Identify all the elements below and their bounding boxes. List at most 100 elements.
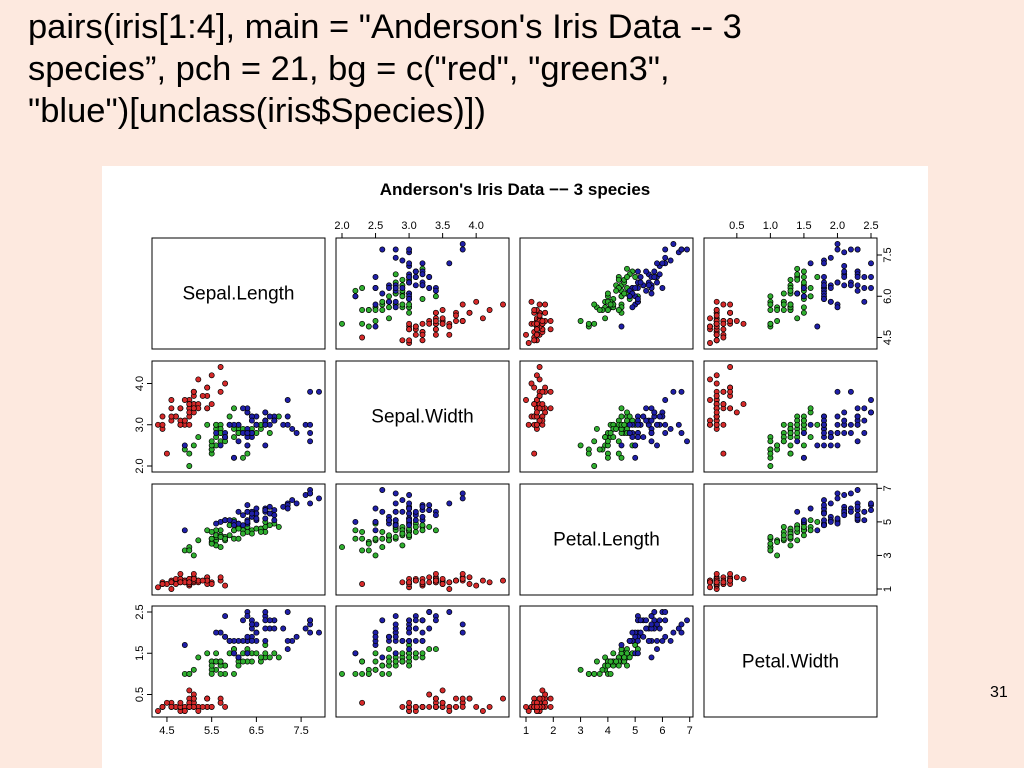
- point-s2-33: [392, 650, 399, 657]
- point-s0-23: [426, 691, 433, 698]
- point-s0-5: [466, 574, 473, 581]
- point-s0-35: [419, 320, 426, 327]
- point-s1-35: [432, 527, 439, 534]
- point-s2-9: [284, 397, 291, 403]
- point-s1-40: [208, 438, 215, 445]
- point-s1-37: [359, 528, 366, 535]
- point-s1-48: [577, 666, 584, 673]
- point-s2-31: [670, 629, 677, 636]
- point-s2-43: [266, 503, 273, 510]
- code-line-1: pairs(iris[1:4], main = "Anderson's Iris…: [28, 8, 742, 46]
- point-s0-33: [486, 307, 493, 313]
- point-s0-37: [446, 708, 453, 714]
- point-s2-42: [386, 298, 392, 305]
- point-s1-10: [339, 320, 345, 327]
- point-s2-46: [244, 633, 251, 640]
- point-s2-7: [399, 497, 406, 504]
- point-s0-48: [199, 392, 206, 399]
- point-s0-49: [533, 320, 540, 327]
- point-s1-3: [359, 535, 366, 542]
- point-s2-21: [213, 629, 220, 636]
- point-s1-39: [787, 442, 794, 449]
- panel-petal-width-vs-sepal-length: [151, 605, 326, 718]
- tick-label-left-sepal-width: 2.0: [134, 458, 146, 473]
- point-s0-40: [720, 401, 727, 408]
- point-s0-41: [531, 450, 538, 457]
- point-s1-25: [257, 654, 264, 661]
- point-s0-41: [720, 334, 727, 341]
- panel-sepal-width-vs-petal-length: [519, 360, 694, 473]
- point-s0-42: [419, 337, 426, 344]
- point-s1-31: [596, 307, 603, 313]
- panel-petal-length-vs-petal-width: [703, 483, 878, 596]
- point-s0-32: [479, 315, 486, 322]
- point-s1-9: [386, 315, 392, 322]
- point-s1-30: [599, 666, 606, 673]
- code-line-2: species”, pch = 21, bg = c("red", "green…: [28, 50, 670, 88]
- point-s2-47: [253, 629, 260, 636]
- point-s2-32: [648, 430, 655, 436]
- point-s0-8: [399, 579, 406, 586]
- point-s2-4: [654, 279, 660, 286]
- point-s0-39: [432, 318, 439, 324]
- point-s1-48: [774, 318, 781, 324]
- point-s2-47: [406, 629, 413, 636]
- point-s2-8: [821, 274, 827, 280]
- tick-label-right-petal-length: 7: [882, 485, 894, 491]
- point-s2-18: [307, 438, 314, 445]
- point-s1-45: [780, 532, 787, 539]
- point-s2-19: [352, 650, 359, 657]
- point-s2-5: [675, 625, 682, 632]
- point-s2-46: [632, 442, 639, 449]
- point-s2-25: [659, 260, 666, 267]
- point-s2-38: [626, 421, 633, 428]
- tick-label-right-petal-length: 3: [882, 552, 894, 558]
- point-s1-16: [800, 304, 807, 311]
- point-s2-30: [392, 500, 399, 507]
- point-s2-30: [293, 633, 300, 640]
- point-s0-22: [168, 586, 175, 592]
- point-s1-43: [585, 450, 592, 457]
- point-s0-46: [459, 318, 466, 324]
- point-s2-45: [854, 274, 861, 280]
- point-s0-19: [720, 388, 727, 395]
- point-s2-0: [244, 502, 251, 509]
- point-s0-41: [163, 699, 170, 706]
- point-s2-5: [406, 492, 413, 498]
- point-s1-40: [379, 307, 386, 313]
- point-s2-31: [316, 495, 322, 502]
- point-s2-11: [640, 434, 647, 441]
- point-s2-32: [847, 282, 854, 289]
- point-s2-44: [651, 274, 658, 280]
- point-s2-47: [834, 515, 841, 522]
- point-s1-49: [217, 658, 224, 665]
- point-s2-4: [253, 505, 260, 512]
- point-s2-14: [861, 517, 868, 524]
- panel-petal-length-vs-sepal-width: [335, 483, 510, 596]
- point-s2-17: [847, 490, 854, 497]
- point-s0-8: [399, 337, 406, 344]
- point-s2-21: [629, 629, 636, 636]
- point-s2-8: [654, 442, 660, 449]
- point-s2-35: [406, 500, 413, 507]
- point-s0-42: [159, 581, 166, 587]
- panel-petal-width-vs-petal-width: [703, 605, 878, 718]
- point-s2-48: [432, 287, 439, 294]
- point-s1-49: [217, 534, 224, 540]
- point-s2-44: [651, 609, 658, 615]
- point-s2-34: [648, 290, 655, 297]
- point-s2-33: [800, 430, 807, 436]
- point-s1-47: [399, 530, 406, 537]
- point-s2-37: [821, 282, 827, 289]
- point-s0-31: [727, 577, 734, 584]
- point-s1-31: [767, 307, 774, 313]
- tick-label-bottom-petal-length: 6: [659, 725, 665, 737]
- point-s0-36: [208, 703, 215, 710]
- point-s1-49: [392, 658, 399, 665]
- point-s1-9: [794, 537, 801, 544]
- point-s2-17: [459, 490, 466, 497]
- point-s2-31: [670, 388, 677, 395]
- point-s0-14: [473, 298, 480, 305]
- slide-code-text: pairs(iris[1:4], main = "Anderson's Iris…: [28, 6, 1018, 132]
- point-s0-49: [713, 579, 720, 586]
